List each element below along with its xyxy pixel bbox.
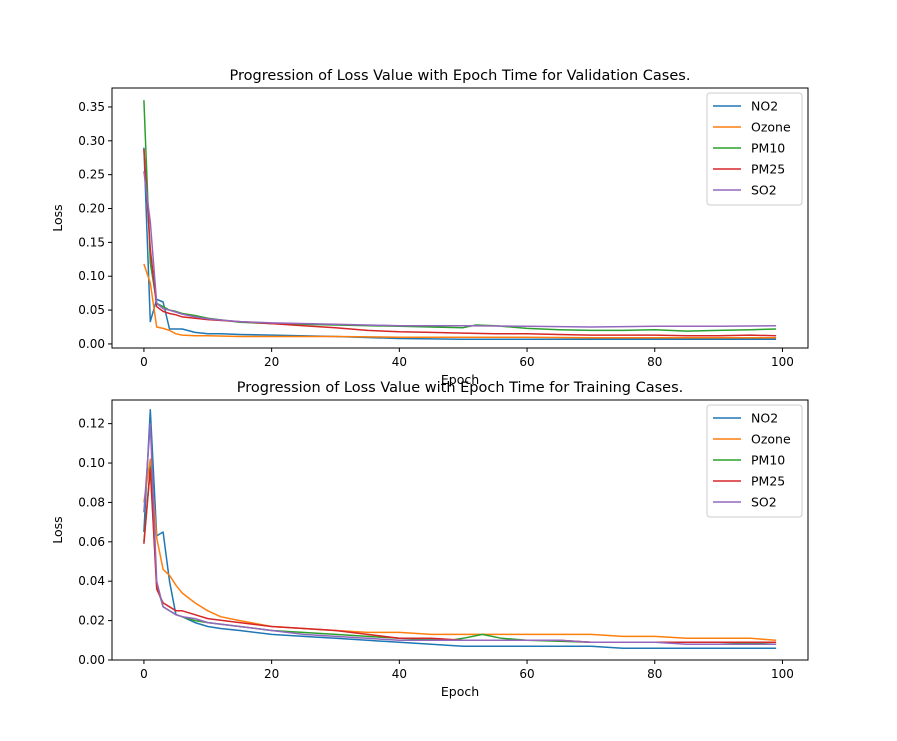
legend-label-so2: SO2 — [751, 183, 777, 198]
series-line-no2 — [143, 409, 777, 649]
legend-label-no2: NO2 — [751, 411, 778, 426]
y-tick-label: 0.06 — [78, 535, 105, 549]
y-tick-label: 0.00 — [78, 337, 105, 351]
legend-box — [706, 92, 803, 206]
series-line-pm25 — [143, 148, 777, 337]
legend-label-so2: SO2 — [751, 495, 777, 510]
training-loss-chart: Progression of Loss Value with Epoch Tim… — [50, 380, 809, 699]
x-tick-label: 40 — [392, 355, 407, 369]
series-line-so2 — [143, 422, 777, 645]
y-tick-label: 0.05 — [78, 303, 105, 317]
y-tick-label: 0.04 — [78, 574, 105, 588]
y-tick-label: 0.02 — [78, 614, 105, 628]
legend-label-pm25: PM25 — [751, 162, 785, 177]
y-tick-label: 0.00 — [78, 653, 105, 667]
legend-label-ozone: Ozone — [751, 120, 791, 135]
legend: NO2 Ozone PM10 PM25 SO2 — [706, 92, 803, 206]
y-tick-label: 0.35 — [78, 100, 105, 114]
axes-frame — [111, 87, 809, 349]
chart-title: Progression of Loss Value with Epoch Tim… — [230, 68, 691, 84]
series-line-ozone — [143, 458, 777, 642]
y-tick-label: 0.12 — [78, 417, 105, 431]
legend-label-pm25: PM25 — [751, 474, 785, 489]
x-tick-label: 60 — [519, 667, 534, 681]
x-tick-label: 20 — [264, 355, 279, 369]
y-tick-label: 0.10 — [78, 456, 105, 470]
y-tick-label: 0.30 — [78, 134, 105, 148]
y-tick-label: 0.20 — [78, 202, 105, 216]
x-tick-label: 80 — [647, 355, 662, 369]
y-tick-label: 0.25 — [78, 168, 105, 182]
x-tick-label: 40 — [392, 667, 407, 681]
legend-box — [706, 404, 803, 518]
x-tick-label: 80 — [647, 667, 662, 681]
y-tick-label: 0.08 — [78, 495, 105, 509]
legend: NO2 Ozone PM10 PM25 SO2 — [706, 404, 803, 518]
x-tick-label: 20 — [264, 667, 279, 681]
series-lines — [143, 100, 777, 340]
x-tick-label: 100 — [771, 667, 794, 681]
x-axis-label: Epoch — [441, 372, 479, 387]
series-lines — [143, 409, 777, 649]
legend-label-ozone: Ozone — [751, 432, 791, 447]
x-tick-label: 0 — [140, 355, 148, 369]
x-tick-label: 0 — [140, 667, 148, 681]
series-line-so2 — [143, 171, 777, 328]
series-line-ozone — [143, 263, 777, 339]
y-tick-label: 0.15 — [78, 235, 105, 249]
legend-label-pm10: PM10 — [751, 141, 785, 156]
x-tick-label: 60 — [519, 355, 534, 369]
x-tick-label: 100 — [771, 355, 794, 369]
axes-frame — [111, 399, 809, 661]
legend-label-no2: NO2 — [751, 99, 778, 114]
validation-loss-chart: Progression of Loss Value with Epoch Tim… — [50, 68, 809, 387]
y-axis-label: Loss — [50, 204, 65, 231]
y-tick-label: 0.10 — [78, 269, 105, 283]
y-axis-label: Loss — [50, 516, 65, 543]
x-axis-label: Epoch — [441, 684, 479, 699]
legend-label-pm10: PM10 — [751, 453, 785, 468]
chart-title: Progression of Loss Value with Epoch Tim… — [237, 380, 684, 396]
